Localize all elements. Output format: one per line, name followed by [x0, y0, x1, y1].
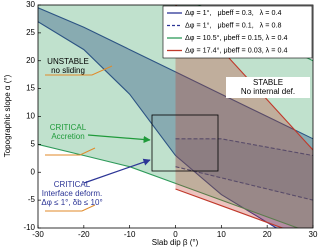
- region: [175, 138, 313, 201]
- x-tick-label: -20: [78, 230, 90, 239]
- annotation: UNSTABLE: [47, 57, 89, 66]
- legend-label: Δφ = 1°, μbeff = 0.1, λ = 0.8: [185, 20, 281, 29]
- boundary-line: [175, 166, 313, 201]
- annotation: STABLE: [253, 78, 283, 87]
- arrow: [87, 134, 151, 144]
- x-axis-label: Slab dip β (°): [152, 238, 199, 247]
- y-axis-label: Topographic slope α (°): [3, 74, 12, 157]
- y-tick-label: 5: [31, 139, 36, 148]
- annotation: CRITICAL: [54, 180, 91, 189]
- y-tick-label: 30: [26, 0, 35, 9]
- legend-label: Δφ = 17.4°, μbeff = 0.03, λ = 0.4: [185, 45, 287, 54]
- x-tick-label: 10: [217, 230, 226, 239]
- zoom-box: [151, 114, 219, 172]
- y-tick-label: 20: [26, 56, 35, 65]
- y-tick-label: 25: [26, 28, 35, 37]
- x-tick-label: 20: [263, 230, 272, 239]
- annotation: CRITICAL: [50, 123, 87, 132]
- wedge-icon: [45, 65, 113, 76]
- y-tick-label: -10: [23, 223, 35, 232]
- y-tick-label: 15: [26, 84, 35, 93]
- legend-box: [162, 5, 313, 59]
- arrow: [83, 158, 151, 184]
- x-tick-label: 30: [309, 230, 318, 239]
- annotation: no sliding: [51, 66, 85, 75]
- boundary-line: [38, 7, 313, 140]
- boundary-line: [175, 138, 313, 157]
- y-tick-label: 10: [26, 112, 35, 121]
- x-tick-label: -10: [124, 230, 136, 239]
- annotation: Interface deform.: [42, 189, 102, 198]
- y-tick-label: -5: [28, 195, 36, 204]
- region: [38, 7, 313, 228]
- annotation: Δφ ≤ 1°, δb ≤ 10°: [41, 198, 102, 207]
- x-tick-label: 0: [173, 230, 178, 239]
- legend-label: Δφ = 10.5°, μbeff = 0.15, λ = 0.4: [185, 33, 287, 42]
- annotation: No internal def.: [241, 87, 295, 96]
- boundary-line: [38, 143, 300, 228]
- boundary-line: [175, 188, 285, 228]
- x-tick-label: -30: [32, 230, 44, 239]
- annotation-bg: [226, 77, 310, 98]
- wedge-icon: [45, 147, 96, 156]
- y-tick-label: 0: [31, 167, 36, 176]
- plot-area: [38, 5, 313, 228]
- legend-label: Δφ = 1°, μbeff = 0.3, λ = 0.4: [185, 8, 281, 17]
- annotation: Accretion: [51, 132, 84, 141]
- region: [175, 5, 313, 228]
- wedge-icon: [45, 204, 96, 212]
- region: [38, 5, 313, 228]
